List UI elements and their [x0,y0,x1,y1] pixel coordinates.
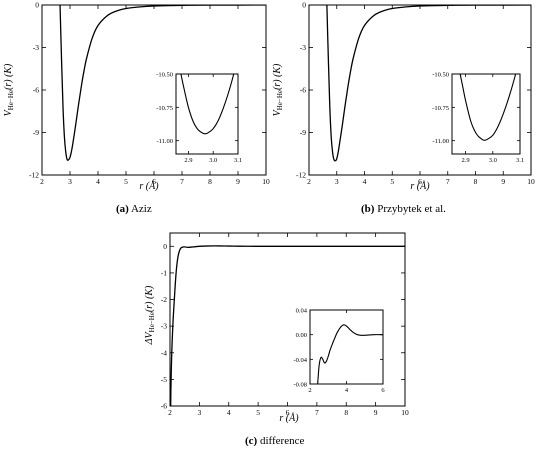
chart-a-ylabel: VHe−He(r) (K) [3,63,15,116]
chart-b-ytick-label: -12 [296,171,306,180]
caption-c: (c) difference [245,435,304,447]
chart-c-inset-ytick-label: 0.00 [296,332,307,339]
chart-a-inset-xtick-label: 3.1 [234,157,242,164]
chart-b-xtick-label: 6 [418,177,422,186]
chart-a-inset-series-line [180,74,235,135]
chart-b-series-line [326,5,531,162]
chart-a-inset-ytick-label: -11.00 [156,138,173,145]
chart-b-inset-group: 2.9 3.0 3.1 -11.00 -10.75 -10.50 [432,72,524,165]
chart-a-ytick-label: -12 [29,171,39,180]
chart-c-xtick-label: 9 [374,408,378,417]
chart-a-inset-group: 2.9 3.0 3.1 -11.00 -10.75 -10.50 [156,72,242,165]
chart-c-ytick-label: -2 [161,295,167,304]
chart-a-xtick-label: 6 [152,177,156,186]
chart-c-ylabel: ΔVHe−He(r) (K) [144,285,156,345]
chart-b-inset-xtick-label: 3.0 [489,157,497,164]
chart-c-ytick-label: -4 [161,348,167,357]
chart-a-xtick-label: 5 [124,177,128,186]
chart-a-inset-ytick-label: -10.50 [156,72,173,79]
caption-b-letter: (b) [361,203,375,215]
chart-b-ytick-label: -9 [300,128,306,137]
chart-b-ylabel: VHe−He(r) (K) [272,63,284,116]
chart-b-ytick-label: -6 [300,86,306,95]
chart-c-xtick-label: 2 [168,408,172,417]
chart-b-xtick-label: 4 [363,177,367,186]
caption-b: (b) Przybytek et al. [361,203,446,215]
chart-b-xtick-label: 9 [501,177,505,186]
chart-c-xlabel: r (Å) [279,412,299,424]
chart-c-xtick-label: 3 [198,408,202,417]
chart-c-xtick-label: 7 [315,408,319,417]
chart-c-inset-bg [310,310,383,384]
chart-c-inset-ytick-label: -0.04 [293,357,307,364]
chart-b-xtick-label: 3 [335,177,339,186]
chart-b-xtick-label: 5 [390,177,394,186]
caption-a-text: Aziz [130,203,152,215]
caption-b-text: Przybytek et al. [377,203,446,215]
chart-a-xtick-label: 7 [180,177,184,186]
chart-c-ytick-label: -6 [161,402,167,411]
chart-c-ytick-label: -5 [161,375,167,384]
chart-c-ytick-label: -1 [161,268,167,277]
chart-c-ytick-label: -3 [161,322,167,331]
chart-c-inset-ytick-label: -0.08 [293,382,307,389]
chart-b-xtick-label: 7 [446,177,450,186]
chart-a-xtick-label: 2 [40,177,44,186]
chart-a-xtick-label: 4 [96,177,100,186]
chart-a-inset-xtick-label: 2.9 [184,157,192,164]
chart-b-xtick-label: 2 [307,177,311,186]
chart-b-inset-ytick-label: -10.50 [432,72,449,79]
chart-b-inset-xtick-label: 2.9 [462,157,470,164]
chart-c-xtick-label: 6 [286,408,290,417]
chart-b-xtick-label: 8 [474,177,478,186]
chart-a-xtick-label: 8 [208,177,212,186]
chart-c-xtick-label: 5 [256,408,260,417]
chart-a-xtick-label: 9 [236,177,240,186]
chart-a-inset-frame [175,73,239,155]
chart-a-ytick-label: 0 [35,1,39,10]
chart-c-inset-xtick-label: 2 [308,387,311,394]
chart-b-ytick-label: -3 [300,43,306,52]
chart-a-ytick-label: -3 [33,43,39,52]
chart-a-xlabel: r (Å) [139,180,159,192]
chart-b-inset-frame [451,73,521,155]
chart-c-series-line [170,245,405,406]
chart-a-ytick-label: -9 [33,128,39,137]
chart-c-inset-xtick-label: 4 [345,387,349,394]
chart-b-inset-series-line [459,74,517,141]
chart-a-inset-ytick-label: -10.75 [156,105,173,112]
chart-a-xtick-label: 10 [262,177,270,186]
chart-b-inset-ytick-label: -11.00 [432,138,449,145]
chart-a-series-line [59,5,266,161]
chart-c-group: 2 3 4 5 6 7 8 9 10 -6 -5 -4 -3 -2 -1 0 [161,232,409,417]
chart-c-inset-group: 2 4 6 -0.08 -0.04 0.00 0.04 [293,308,385,395]
caption-c-letter: (c) [245,435,258,447]
chart-b-xtick-label: 10 [527,177,535,186]
chart-c-inset-series-line [317,324,383,384]
chart-a-ytick-label: -6 [33,86,39,95]
chart-b-inset-xtick-label: 3.1 [516,157,524,164]
chart-b-ytick-label: 0 [302,1,306,10]
chart-b-group: 2 3 4 5 6 7 8 9 10 -12 -9 -6 -3 0 [296,1,535,187]
caption-a-letter: (a) [116,203,129,215]
chart-b-xlabel: r (Å) [410,180,430,192]
caption-c-text: difference [259,435,305,447]
chart-c-xtick-label: 10 [401,408,409,417]
chart-c-inset-ytick-label: 0.04 [296,308,308,315]
chart-c-ytick-label: 0 [163,242,167,251]
chart-a-inset-bg [176,74,238,154]
chart-c-xtick-label: 4 [227,408,231,417]
chart-c-inset-xtick-label: 6 [381,387,385,394]
chart-b-inset-ytick-label: -10.75 [432,105,449,112]
chart-a-xtick-label: 3 [68,177,72,186]
chart-a-group: 2 3 4 5 6 7 8 9 10 -12 -9 -6 -3 0 [29,1,270,187]
chart-c-xtick-label: 8 [344,408,348,417]
caption-a: (a) Aziz [116,203,152,215]
chart-a-inset-xtick-label: 3.0 [209,157,217,164]
